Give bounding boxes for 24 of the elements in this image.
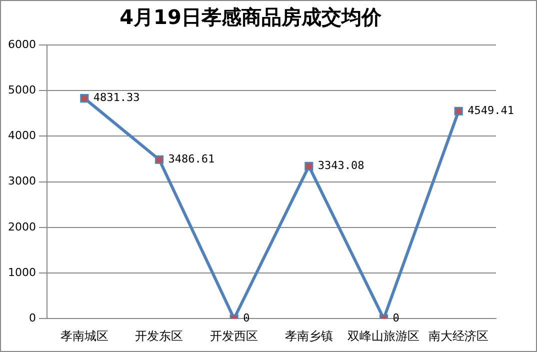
data-label: 4549.41 bbox=[468, 104, 514, 118]
y-tick-label: 3000 bbox=[8, 174, 36, 188]
data-label: 0 bbox=[392, 311, 400, 324]
y-tick-label: 5000 bbox=[8, 83, 36, 96]
data-label: 4831.33 bbox=[93, 91, 140, 104]
data-label: 0 bbox=[243, 311, 250, 324]
data-label: 3486.61 bbox=[168, 152, 215, 166]
data-label: 3343.08 bbox=[318, 159, 364, 172]
point bbox=[454, 106, 463, 116]
point bbox=[304, 162, 314, 170]
chart-title: 4月19日孝感商品房成交均价 bbox=[120, 5, 382, 30]
x-tick-label: 开发东区 bbox=[135, 328, 184, 343]
y-tick-label: 0 bbox=[28, 311, 36, 324]
y-tick-label: 2000 bbox=[8, 220, 36, 234]
x-tick-label: 孝南城区 bbox=[60, 328, 108, 343]
y-tick-label: 1000 bbox=[8, 266, 36, 279]
y-tick-label: 6000 bbox=[8, 38, 36, 51]
x-tick-label: 双峰山旅游区 bbox=[348, 328, 420, 343]
point bbox=[80, 94, 89, 103]
y-tick-label: 4000 bbox=[8, 129, 36, 142]
point bbox=[154, 155, 164, 164]
x-tick-label: 南大经济区 bbox=[428, 328, 489, 343]
x-tick-label: 开发西区 bbox=[210, 328, 258, 343]
x-tick-label: 孝南乡镇 bbox=[284, 328, 333, 343]
